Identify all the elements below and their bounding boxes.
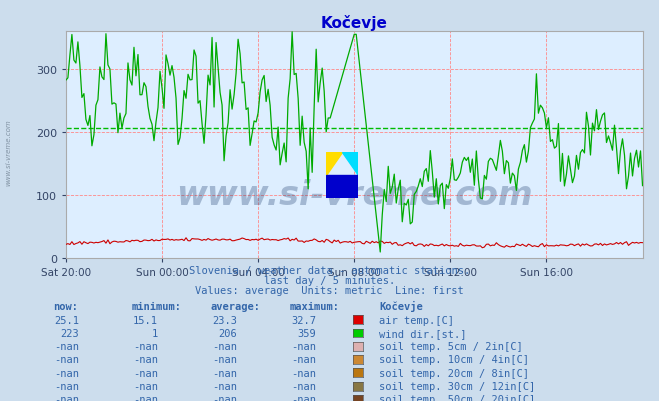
Text: 32.7: 32.7 xyxy=(291,315,316,325)
Polygon shape xyxy=(342,152,358,176)
Text: -nan: -nan xyxy=(291,341,316,351)
Text: -nan: -nan xyxy=(212,354,237,365)
Text: average:: average: xyxy=(211,302,261,312)
Text: 359: 359 xyxy=(298,328,316,338)
Text: -nan: -nan xyxy=(54,368,79,378)
Polygon shape xyxy=(326,152,342,176)
Text: Values: average  Units: metric  Line: first: Values: average Units: metric Line: firs… xyxy=(195,286,464,296)
Text: soil temp. 20cm / 8in[C]: soil temp. 20cm / 8in[C] xyxy=(379,368,529,378)
Text: -nan: -nan xyxy=(212,368,237,378)
Text: maximum:: maximum: xyxy=(290,302,340,312)
Text: -nan: -nan xyxy=(133,354,158,365)
Text: 25.1: 25.1 xyxy=(54,315,79,325)
Text: -nan: -nan xyxy=(291,354,316,365)
Text: Slovenia / weather data - automatic stations.: Slovenia / weather data - automatic stat… xyxy=(189,265,470,275)
Text: last day / 5 minutes.: last day / 5 minutes. xyxy=(264,275,395,286)
Text: -nan: -nan xyxy=(133,368,158,378)
Text: -nan: -nan xyxy=(133,394,158,401)
Title: Kočevje: Kočevje xyxy=(321,15,387,31)
Text: now:: now: xyxy=(53,302,78,312)
Text: www.si-vreme.com: www.si-vreme.com xyxy=(5,119,12,186)
Text: www.si-vreme.com: www.si-vreme.com xyxy=(176,179,532,212)
Text: -nan: -nan xyxy=(291,381,316,391)
Text: 15.1: 15.1 xyxy=(133,315,158,325)
Text: 223: 223 xyxy=(61,328,79,338)
Text: soil temp. 30cm / 12in[C]: soil temp. 30cm / 12in[C] xyxy=(379,381,535,391)
Text: -nan: -nan xyxy=(212,394,237,401)
Text: soil temp. 10cm / 4in[C]: soil temp. 10cm / 4in[C] xyxy=(379,354,529,365)
Text: Kočevje: Kočevje xyxy=(379,301,422,312)
Text: soil temp. 50cm / 20in[C]: soil temp. 50cm / 20in[C] xyxy=(379,394,535,401)
Text: air temp.[C]: air temp.[C] xyxy=(379,315,454,325)
Text: -nan: -nan xyxy=(212,341,237,351)
Text: 206: 206 xyxy=(219,328,237,338)
Text: -nan: -nan xyxy=(133,381,158,391)
Text: -nan: -nan xyxy=(212,381,237,391)
Text: wind dir.[st.]: wind dir.[st.] xyxy=(379,328,467,338)
Text: soil temp. 5cm / 2in[C]: soil temp. 5cm / 2in[C] xyxy=(379,341,523,351)
Text: -nan: -nan xyxy=(54,381,79,391)
Polygon shape xyxy=(326,176,358,198)
Text: -nan: -nan xyxy=(54,354,79,365)
Text: -nan: -nan xyxy=(133,341,158,351)
Text: 1: 1 xyxy=(152,328,158,338)
Text: minimum:: minimum: xyxy=(132,302,182,312)
Text: 23.3: 23.3 xyxy=(212,315,237,325)
Text: -nan: -nan xyxy=(54,394,79,401)
Text: -nan: -nan xyxy=(291,368,316,378)
Text: -nan: -nan xyxy=(54,341,79,351)
Text: -nan: -nan xyxy=(291,394,316,401)
